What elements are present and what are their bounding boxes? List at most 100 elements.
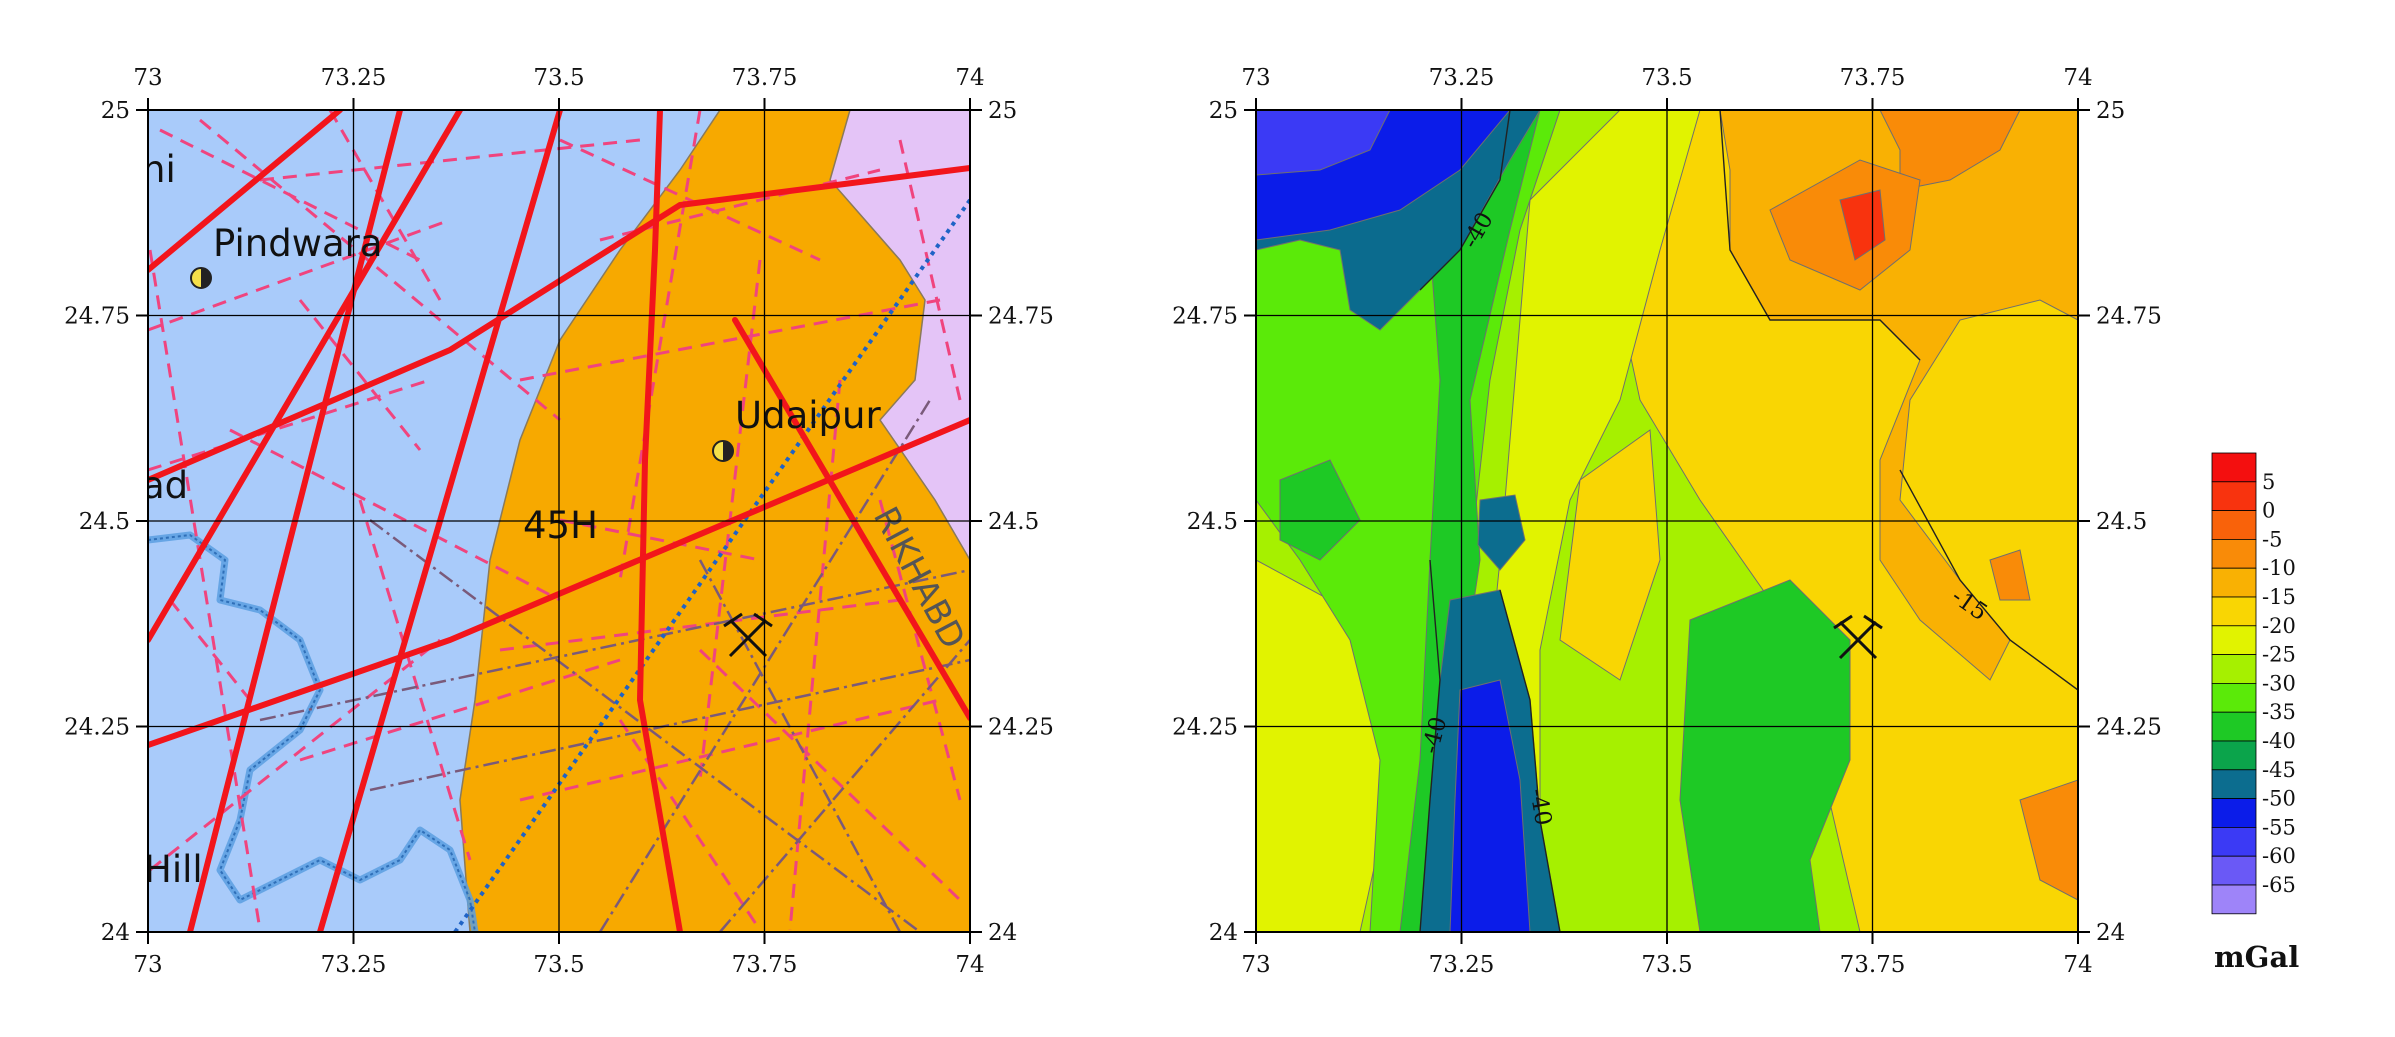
tick-label: 24.5 [79,509,130,535]
colorbar-swatch [2211,452,2257,483]
colorbar-swatch [2211,625,2257,655]
town-marker-pindwara [190,267,212,289]
tick-label: 24.25 [1172,715,1238,741]
tick-label: 73.25 [321,952,387,978]
gravity-lat-ticks-right: 25 24.75 24.5 24.25 24 [2096,98,2162,946]
tick-label: 73.75 [1840,65,1906,91]
gravity-zone-orange-southeast [2019,779,2078,901]
tick-label: 73.5 [1641,952,1692,978]
place-label-hill: Hill [144,848,203,891]
tick-label: 73 [133,65,162,91]
tick-label: 73.25 [321,65,387,91]
colorbar-tick-label: -10 [2262,556,2296,580]
tick-label: 25 [1209,98,1238,124]
tick-label: 73 [1241,65,1270,91]
colorbar-tick-label: -35 [2262,700,2296,724]
place-label-ad: ad [142,464,188,507]
tick-label: 73.5 [1641,65,1692,91]
colorbar-swatch [2211,654,2257,684]
colorbar-tick-label: -65 [2262,873,2296,897]
gravity-zone-blue-south [1449,679,1531,932]
colorbar-tick-label: -20 [2262,614,2296,638]
tick-label: 24.5 [1187,509,1238,535]
colorbar-swatch [2211,510,2257,540]
town-marker-udaipur [712,440,734,462]
colorbar-tick-label: -5 [2262,527,2282,551]
colorbar-swatch [2211,481,2257,511]
tick-label: 25 [101,98,130,124]
colorbar-swatches [2211,452,2257,915]
colorbar-swatch [2211,683,2257,713]
zone-label: 45H [523,504,598,547]
gravity-zone-orange-east [1989,549,2031,601]
tick-label: 73 [1241,952,1270,978]
gravity-zone-yellow-mid [1559,429,1661,681]
tick-label: 74 [955,952,984,978]
tick-label: 24.25 [64,715,130,741]
tick-label: 24 [988,920,1017,946]
colorbar-tick-label: -50 [2262,787,2296,811]
place-label-hi: hi [142,148,176,191]
geology-lon-ticks-bottom: 73 73.25 73.5 73.75 74 [133,952,984,978]
colorbar-unit-label: mGal [2214,940,2299,974]
gravity-zone-violet [1256,110,1391,176]
geology-lat-ticks-right: 25 24.75 24.5 24.25 24 [988,98,1054,946]
contour-label: -40 [1524,787,1556,828]
tick-label: 73 [133,952,162,978]
gravity-tick-marks [1244,98,2090,944]
town-label-pindwara: Pindwara [213,222,383,265]
colorbar-swatch [2211,798,2257,828]
colorbar-swatch [2211,539,2257,569]
tick-label: 74 [2063,65,2092,91]
tick-label: 24 [1209,920,1238,946]
tick-label: 73.75 [732,952,798,978]
gravity-zone-darkgreen-west [1279,459,1361,561]
tick-label: 73.25 [1429,952,1495,978]
tick-label: 24.5 [2096,509,2147,535]
colorbar-tick-label: -40 [2262,729,2296,753]
geology-map-panel: Pindwara Udaipur 45H hi ad Hill RIKHABD … [64,65,1054,978]
geology-gridlines [148,110,970,932]
tick-label: 24.25 [2096,715,2162,741]
tick-label: 74 [2063,952,2092,978]
gravity-zone-red [1839,189,1886,261]
gravity-zone-darkgreen-east [1679,579,1851,932]
tick-label: 24 [2096,920,2125,946]
colorbar-tick-label: -60 [2262,844,2296,868]
gravity-zone-orange-deep [1879,110,2021,191]
geology-lat-ticks-left: 25 24.75 24.5 24.25 24 [64,98,130,946]
tick-label: 24.75 [2096,304,2162,330]
colorbar-swatch [2211,567,2257,598]
mine-site-icon [723,612,773,658]
gravity-zone-teal-mid [1477,494,1526,571]
colorbar-tick-label: 5 [2262,470,2275,494]
tick-label: 25 [2096,98,2125,124]
colorbar-tick-label: -30 [2262,671,2296,695]
gravity-lon-ticks-top: 73 73.25 73.5 73.75 74 [1241,65,2092,91]
colorbar-swatch [2211,884,2257,915]
tick-label: 24.75 [988,304,1054,330]
colorbar-swatch [2211,711,2257,742]
tick-label: 74 [955,65,984,91]
contour-line-minus40-east [1499,589,1561,932]
geology-lon-ticks-top: 73 73.25 73.5 73.75 74 [133,65,984,91]
major-faults [148,110,970,932]
colorbar-labels: 5 0 -5 -10 -15 -20 -25 -30 -35 -40 -45 -50 -55 -60 -65 [2262,470,2296,897]
colorbar-tick-label: -15 [2262,585,2296,609]
geology-tick-marks [136,98,982,944]
tick-label: 24.75 [64,304,130,330]
gravity-map-panel: -40 -40 -40 -15 73 73.25 73.5 73.75 74 [1172,65,2162,978]
colorbar-swatch [2211,769,2257,799]
tick-label: 73.75 [732,65,798,91]
tick-label: 73.75 [1840,952,1906,978]
colorbar-tick-label: -55 [2262,815,2296,839]
tick-label: 24.75 [1172,304,1238,330]
colorbar-tick-label: -25 [2262,643,2296,667]
colorbar-tick-label: 0 [2262,499,2275,523]
gravity-lon-ticks-bottom: 73 73.25 73.5 73.75 74 [1241,952,2092,978]
tick-label: 73.5 [533,65,584,91]
tick-label: 24.5 [988,509,1039,535]
contour-line-north [1719,110,1921,361]
contour-line-minus15 [1899,469,2078,691]
